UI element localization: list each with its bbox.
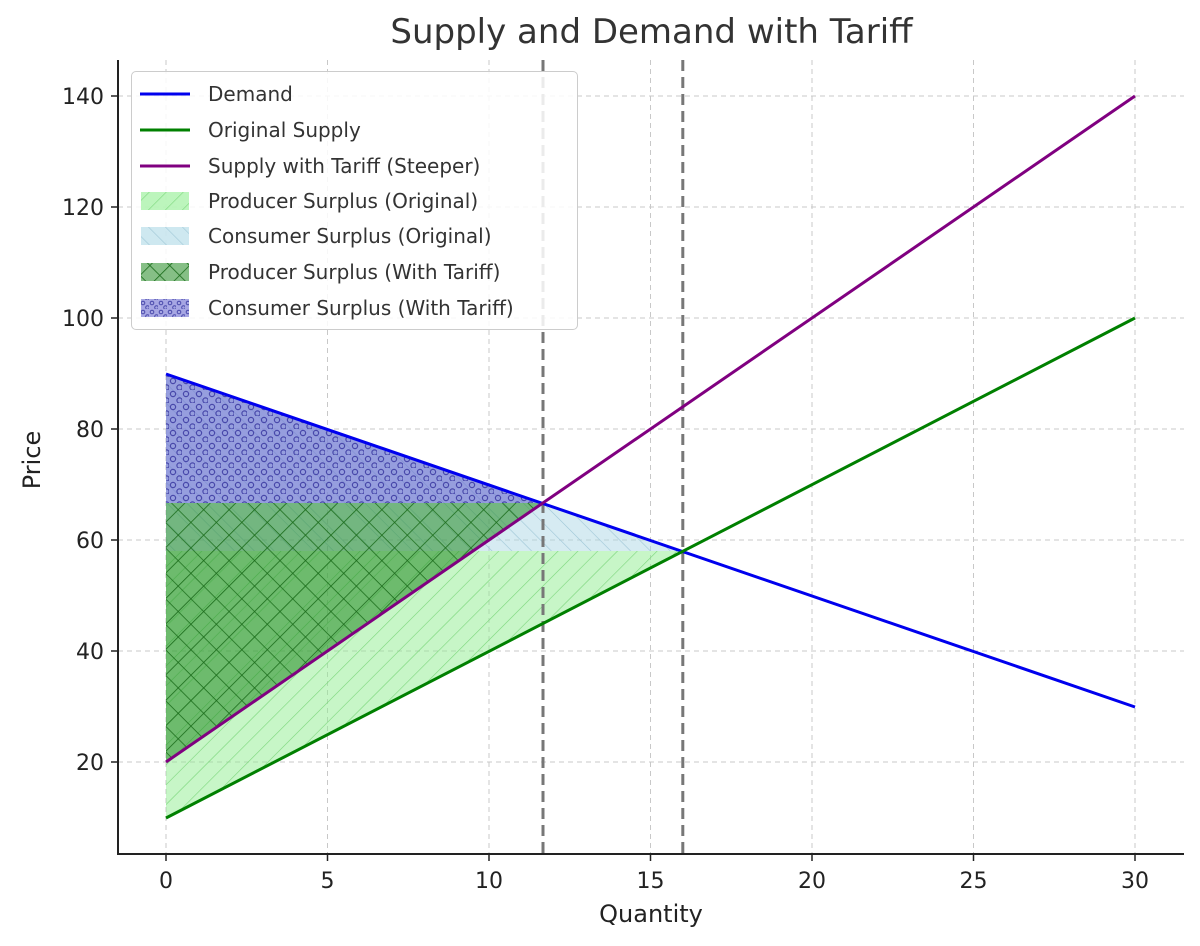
x-tick-label: 25 <box>960 869 988 894</box>
y-tick-label: 100 <box>62 307 104 332</box>
y-tick-label: 20 <box>76 751 104 776</box>
line-swatch-icon <box>140 164 190 168</box>
x-tick-label: 20 <box>798 869 826 894</box>
legend-label: Original Supply <box>208 118 361 142</box>
y-tick-label: 60 <box>76 529 104 554</box>
y-tick-label: 120 <box>62 196 104 221</box>
line-swatch-icon <box>140 92 190 96</box>
demand-line <box>165 372 1136 709</box>
y-tick-label: 140 <box>62 85 104 110</box>
legend-label: Consumer Surplus (Original) <box>208 224 492 248</box>
x-tick-label: 5 <box>321 869 335 894</box>
y-tick-label: 80 <box>76 418 104 443</box>
legend-label: Producer Surplus (With Tariff) <box>208 260 501 284</box>
y-tick-labels: 20 40 60 80 100 120 140 <box>62 85 104 776</box>
x-axis-label: Quantity <box>599 900 703 928</box>
hatch-dots-swatch-icon <box>141 299 189 317</box>
legend-label: Demand <box>208 82 293 106</box>
hatch-cross-swatch-icon <box>141 263 189 281</box>
x-tick-label: 0 <box>159 869 173 894</box>
legend-label: Producer Surplus (Original) <box>208 189 479 213</box>
legend: Demand Original Supply Supply with Tarif… <box>131 71 578 330</box>
legend-label: Consumer Surplus (With Tariff) <box>208 296 514 320</box>
legend-label: Supply with Tariff (Steeper) <box>208 154 481 178</box>
line-swatch-icon <box>140 128 190 132</box>
x-tick-label: 30 <box>1121 869 1149 894</box>
y-axis-label: Price <box>18 431 46 490</box>
tick-marks <box>111 95 1136 861</box>
y-tick-label: 40 <box>76 640 104 665</box>
x-tick-labels: 0 5 10 15 20 25 30 <box>159 869 1149 894</box>
original-supply-line <box>165 316 1136 820</box>
hatch-fwd-swatch-icon <box>141 192 189 210</box>
tariff-supply-line <box>165 94 1136 764</box>
x-tick-label: 10 <box>475 869 503 894</box>
chart-title: Supply and Demand with Tariff <box>390 12 913 52</box>
hatch-back-swatch-icon <box>141 227 189 245</box>
x-tick-label: 15 <box>637 869 665 894</box>
